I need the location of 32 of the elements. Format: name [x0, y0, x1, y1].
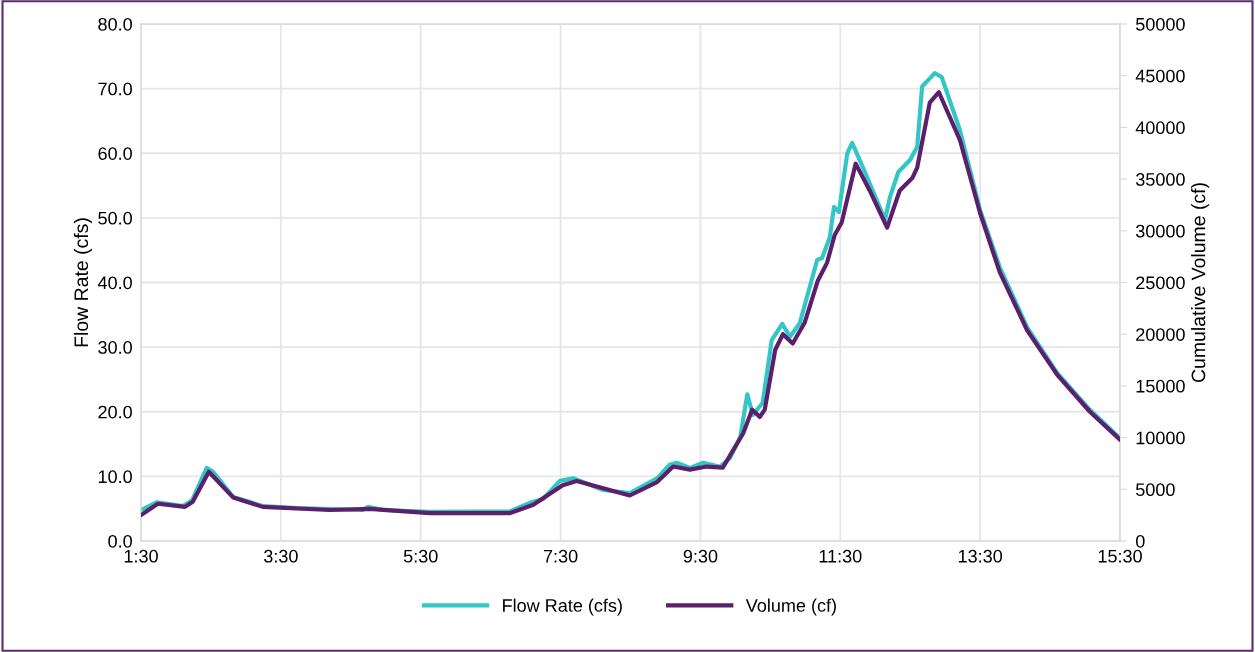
x-tick-label: 11:30: [819, 549, 862, 563]
y-tick-label: 20.0: [98, 405, 132, 419]
y2-axis-title: Cumulative Volume (cf): [1191, 183, 1210, 383]
y-tick-label: 70.0: [98, 82, 132, 96]
y2-tick-label: 10000: [1136, 431, 1185, 445]
x-tick-label: 5:30: [403, 549, 438, 563]
y2-tick-label: 25000: [1136, 276, 1185, 290]
y2-tick-label: 45000: [1135, 69, 1185, 83]
y-tick-label: 30.0: [98, 341, 132, 354]
y2-tick-label: 40000: [1135, 121, 1185, 135]
y-axis-title: Flow Rate (cfs): [73, 218, 92, 347]
y2-tick-label: 0: [1135, 534, 1145, 548]
y2-tick-label: 50000: [1136, 17, 1185, 31]
y-tick-label: 0.0: [108, 534, 132, 548]
y-tick-label: 80.0: [98, 17, 132, 31]
legend-label: Volume (cf): [745, 598, 836, 616]
y2-tick-label: 30000: [1135, 224, 1185, 238]
x-tick-label: 7:30: [543, 549, 578, 563]
x-tick-label: 3:30: [263, 549, 298, 563]
y2-tick-label: 35000: [1135, 173, 1185, 186]
y2-tick-label: 5000: [1136, 483, 1175, 497]
y2-tick-label: 15000: [1136, 379, 1185, 393]
x-tick-label: 9:30: [683, 549, 718, 563]
y-tick-label: 10.0: [98, 470, 132, 484]
y-tick-label: 50.0: [98, 211, 132, 225]
legend-label: Flow Rate (cfs): [503, 598, 622, 616]
x-tick-label: 15:30: [1098, 549, 1142, 563]
x-tick-label: 1:30: [124, 549, 158, 563]
y-tick-label: 40.0: [97, 276, 132, 290]
y2-tick-label: 20000: [1136, 328, 1185, 341]
y-tick-label: 60.0: [98, 147, 132, 160]
x-tick-label: 13:30: [958, 549, 1003, 563]
